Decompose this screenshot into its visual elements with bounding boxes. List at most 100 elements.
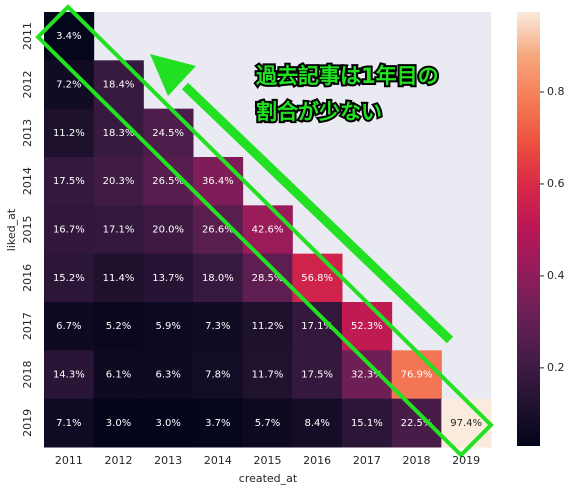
- highlight-box: [35, 4, 494, 458]
- heatmap-cell: [292, 302, 343, 351]
- cell-label: 97.4%: [450, 418, 482, 429]
- cell-label: 13.7%: [152, 273, 184, 284]
- annotation-line: 割合が少ない: [256, 100, 382, 124]
- y-tick-label: 2013: [21, 119, 34, 147]
- colorbar: [517, 12, 540, 446]
- cell-label: 17.5%: [301, 370, 333, 381]
- heatmap-cell: [193, 398, 244, 448]
- heatmap-cell: [143, 205, 194, 255]
- heatmap-cell: [193, 302, 244, 351]
- cell-label: 7.8%: [205, 370, 230, 381]
- y-tick-label: 2018: [21, 361, 34, 389]
- cell-label: 3.0%: [106, 418, 131, 429]
- y-tick-label: 2016: [21, 264, 34, 292]
- cell-label: 17.5%: [53, 176, 85, 187]
- heatmap-cell: [242, 398, 293, 448]
- cell-label: 6.3%: [155, 370, 180, 381]
- cell-label: 8.4%: [304, 418, 329, 429]
- heatmap-cell: [93, 253, 144, 303]
- y-tick-label: 2011: [21, 22, 34, 50]
- cell-label: 17.1%: [103, 225, 135, 236]
- y-tick-label: 2014: [21, 167, 34, 195]
- cell-label: 24.5%: [152, 128, 184, 139]
- cell-label: 11.2%: [252, 321, 284, 332]
- heatmap-cell: [441, 398, 492, 448]
- colorbar-tick-label: 0.4: [547, 269, 565, 282]
- cell-label: 22.5%: [401, 418, 433, 429]
- heatmap-cell: [143, 302, 194, 351]
- cell-label: 15.2%: [53, 273, 85, 284]
- colorbar-tick-label: 0.2: [547, 361, 565, 374]
- heatmap-cell: [242, 302, 293, 351]
- cell-label: 11.2%: [53, 128, 85, 139]
- cell-label: 3.4%: [56, 31, 81, 42]
- cell-label: 16.7%: [53, 225, 85, 236]
- colorbar-tick-label: 0.6: [547, 177, 565, 190]
- heatmap-cell: [93, 302, 144, 351]
- cell-label: 7.3%: [205, 321, 230, 332]
- arrow-head: [150, 54, 196, 96]
- x-tick-label: 2016: [303, 454, 331, 467]
- cell-label: 18.3%: [103, 128, 135, 139]
- heatmap-cell: [44, 108, 95, 158]
- cell-label: 32.3%: [351, 370, 383, 381]
- heatmap-cell: [44, 398, 95, 448]
- cell-label: 28.5%: [252, 273, 284, 284]
- cell-label: 26.5%: [152, 176, 184, 187]
- heatmap-cell: [292, 398, 343, 448]
- heatmap-cell: [143, 350, 194, 400]
- heatmap-cell: [93, 205, 144, 255]
- heatmap-cell: [342, 302, 393, 351]
- y-tick-label: 2017: [21, 312, 34, 340]
- cell-label: 7.2%: [56, 80, 81, 91]
- heatmap-cell: [44, 157, 95, 206]
- cell-label: 17.1%: [301, 321, 333, 332]
- y-tick-label: 2019: [21, 409, 34, 437]
- cell-label: 6.7%: [56, 321, 81, 332]
- cell-label: 11.7%: [252, 370, 284, 381]
- heatmap-cell: [342, 350, 393, 400]
- cell-label: 15.1%: [351, 418, 383, 429]
- heatmap-cell: [143, 253, 194, 303]
- cell-label: 5.9%: [155, 321, 180, 332]
- heatmap-cell: [93, 157, 144, 206]
- heatmap-cell: [143, 398, 194, 448]
- y-axis-label: liked_at: [5, 208, 18, 251]
- cell-label: 26.6%: [202, 225, 234, 236]
- y-tick-label: 2012: [21, 71, 34, 99]
- heatmap-cell: [44, 350, 95, 400]
- colorbar-tick-label: 0.8: [547, 85, 565, 98]
- cell-label: 5.2%: [106, 321, 131, 332]
- cell-label: 20.3%: [103, 176, 135, 187]
- cell-label: 5.7%: [255, 418, 280, 429]
- heatmap-cell: [44, 253, 95, 303]
- heatmap-cell: [391, 398, 442, 448]
- heatmap-cell: [193, 350, 244, 400]
- y-tick-label: 2015: [21, 216, 34, 244]
- cell-label: 56.8%: [301, 273, 333, 284]
- arrow-shaft: [181, 82, 454, 344]
- annotation-line: 過去記事は1年目の: [256, 64, 439, 88]
- cell-label: 18.4%: [103, 80, 135, 91]
- heatmap-cell: [242, 350, 293, 400]
- cell-label: 76.9%: [401, 370, 433, 381]
- x-tick-label: 2012: [105, 454, 133, 467]
- cell-label: 18.0%: [202, 273, 234, 284]
- cell-label: 11.4%: [103, 273, 135, 284]
- cell-label: 42.6%: [252, 225, 284, 236]
- heatmap-cell: [193, 253, 244, 303]
- cell-label: 3.0%: [155, 418, 180, 429]
- x-tick-label: 2015: [254, 454, 282, 467]
- x-tick-label: 2013: [154, 454, 182, 467]
- cell-label: 7.1%: [56, 418, 81, 429]
- cell-label: 36.4%: [202, 176, 234, 187]
- heatmap-cell: [93, 350, 144, 400]
- heatmap-cell: [44, 205, 95, 255]
- heatmap-cell: [93, 398, 144, 448]
- x-tick-label: 2014: [204, 454, 232, 467]
- heatmap-cell: [391, 350, 442, 400]
- heatmap-cell: [44, 302, 95, 351]
- heatmap-cell: [292, 350, 343, 400]
- cell-label: 52.3%: [351, 321, 383, 332]
